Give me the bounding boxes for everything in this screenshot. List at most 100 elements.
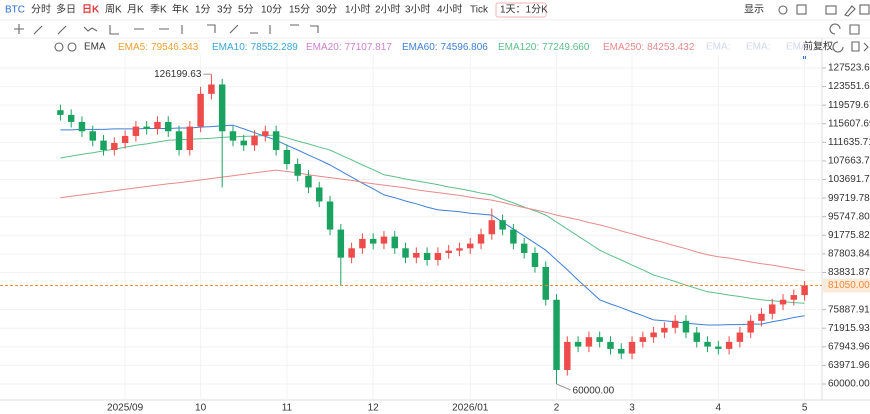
fullscreen-icon[interactable] xyxy=(859,4,870,15)
interval-tab[interactable]: 周K xyxy=(105,4,122,16)
y-tick-label: 119579.67 xyxy=(828,100,870,111)
candle-body xyxy=(402,248,409,258)
candle-body xyxy=(305,175,312,188)
legend-eye[interactable] xyxy=(67,42,77,52)
ema-line xyxy=(60,169,805,271)
candle-body xyxy=(650,332,657,338)
candle-body xyxy=(596,337,603,342)
candle-body xyxy=(618,348,625,354)
panel-icons[interactable] xyxy=(832,41,869,53)
y-tick-label: 103691.76 xyxy=(828,174,870,185)
candle-body xyxy=(208,84,215,94)
x-tick-label: 11 xyxy=(282,403,293,414)
y-tick-label: 107663.73 xyxy=(828,156,870,167)
candle-body xyxy=(175,131,183,151)
tool-icons[interactable] xyxy=(109,24,319,35)
interval-tab[interactable]: 15分 xyxy=(289,4,310,16)
camera-icon[interactable] xyxy=(825,5,837,15)
interval-tab[interactable]: 3分 xyxy=(217,4,233,16)
candle-body xyxy=(467,243,474,249)
interval-tab[interactable]: 30分 xyxy=(316,4,337,16)
interval-tab[interactable]: Tick xyxy=(470,5,489,16)
low-annotation: 60000.00 xyxy=(573,386,615,397)
interval-tab[interactable]: 2小时 xyxy=(375,4,401,16)
interval-tab[interactable]: 1分 xyxy=(195,4,211,16)
legend-value: 77249.660 xyxy=(542,42,590,53)
draw-icons[interactable] xyxy=(33,25,98,35)
candle-body xyxy=(801,285,808,296)
x-tick-label: 4 xyxy=(716,403,722,414)
high-annotation: 126199.63 xyxy=(154,69,202,80)
layout-icon[interactable] xyxy=(796,4,807,15)
legend-value: 84253.432 xyxy=(647,42,695,53)
x-tick-label: 12 xyxy=(368,403,380,414)
candle-body xyxy=(628,341,636,354)
y-tick-label: 63971.96 xyxy=(828,360,870,371)
interval-tab[interactable]: 3小时 xyxy=(405,4,431,16)
legend-value: 74596.806 xyxy=(441,42,489,53)
interval-tab[interactable]: 月K xyxy=(127,4,144,16)
candle-body xyxy=(197,93,204,127)
legend-entry: EMA20: 77107.817 xyxy=(306,42,392,53)
interval-tab[interactable]: 10分 xyxy=(261,4,282,16)
candle-body xyxy=(186,126,194,151)
candle-body xyxy=(736,332,744,342)
settings-icon[interactable] xyxy=(778,5,788,15)
candle-body xyxy=(456,248,463,251)
candle-body xyxy=(693,332,700,342)
candle-body xyxy=(725,341,733,349)
undo-icons[interactable] xyxy=(829,23,860,35)
candle-body xyxy=(89,131,96,141)
y-tick-label: 91775.82 xyxy=(828,230,870,241)
candle-body xyxy=(564,341,571,370)
interval-tab[interactable]: 分时 xyxy=(31,4,51,16)
toolbar: BTC 1天：1分K 显示 xyxy=(5,2,870,35)
y-tick-label: 83831.87 xyxy=(828,267,870,278)
interval-tab[interactable]: 季K xyxy=(150,4,167,16)
candle-body xyxy=(510,229,517,244)
annotation-leader xyxy=(556,383,571,391)
legend-name: EMA120: xyxy=(498,42,539,53)
y-tick-label: 95747.80 xyxy=(828,211,870,222)
candle-body xyxy=(165,121,172,132)
candle-body xyxy=(369,238,377,244)
legend-entry: EMA10: 78552.289 xyxy=(212,42,298,53)
interval-tab[interactable]: 5分 xyxy=(238,4,254,16)
last-price-box xyxy=(823,278,870,293)
range-select[interactable]: 1天：1分K xyxy=(500,4,548,16)
candle-body xyxy=(348,248,355,258)
crosshair-icon[interactable] xyxy=(14,24,24,34)
candle-body xyxy=(251,135,258,146)
range-box[interactable] xyxy=(495,2,547,18)
candle-body xyxy=(413,252,420,258)
x-tick-label: 2 xyxy=(554,403,560,414)
indicator-name[interactable]: EMA xyxy=(84,42,106,53)
candle-body xyxy=(790,295,798,300)
candle-body xyxy=(542,266,549,300)
y-tick-label: 115607.69 xyxy=(828,118,870,129)
symbol[interactable]: BTC xyxy=(5,5,25,16)
interval-tab[interactable]: 1小时 xyxy=(345,4,371,16)
interval-tab[interactable]: 多日 xyxy=(56,3,76,16)
candle-body xyxy=(272,131,280,151)
y-tick-label: 75887.91 xyxy=(828,304,870,315)
legend-value: 78552.289 xyxy=(251,42,299,53)
candle-body xyxy=(218,84,226,132)
interval-tab[interactable]: 日K xyxy=(82,4,100,16)
edit-icon[interactable] xyxy=(844,5,856,17)
legend-settings[interactable] xyxy=(54,42,64,52)
candle-body xyxy=(229,131,237,141)
legend-value: 79546.343 xyxy=(151,42,199,53)
adjust-mode[interactable]: 前复权 xyxy=(803,40,833,53)
candle-body xyxy=(574,341,582,347)
candle-body xyxy=(445,250,452,253)
interval-tab[interactable]: 4小时 xyxy=(437,4,463,16)
candle-body xyxy=(715,346,722,349)
ema-line xyxy=(60,124,805,326)
display-button[interactable]: 显示 xyxy=(744,4,764,16)
legend-entry: EMA60: 74596.806 xyxy=(402,42,488,53)
candle-body xyxy=(111,142,118,151)
interval-tab[interactable]: 年K xyxy=(172,3,189,16)
candle-body xyxy=(359,238,366,249)
